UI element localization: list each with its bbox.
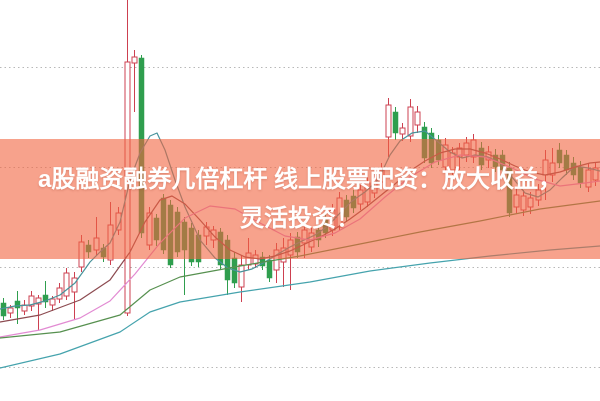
gridlines: [0, 67, 600, 368]
candles: [0, 0, 599, 330]
ma-slow-cyan: [0, 245, 600, 369]
ma-green: [0, 200, 600, 339]
ma-fast-teal: [0, 130, 600, 310]
